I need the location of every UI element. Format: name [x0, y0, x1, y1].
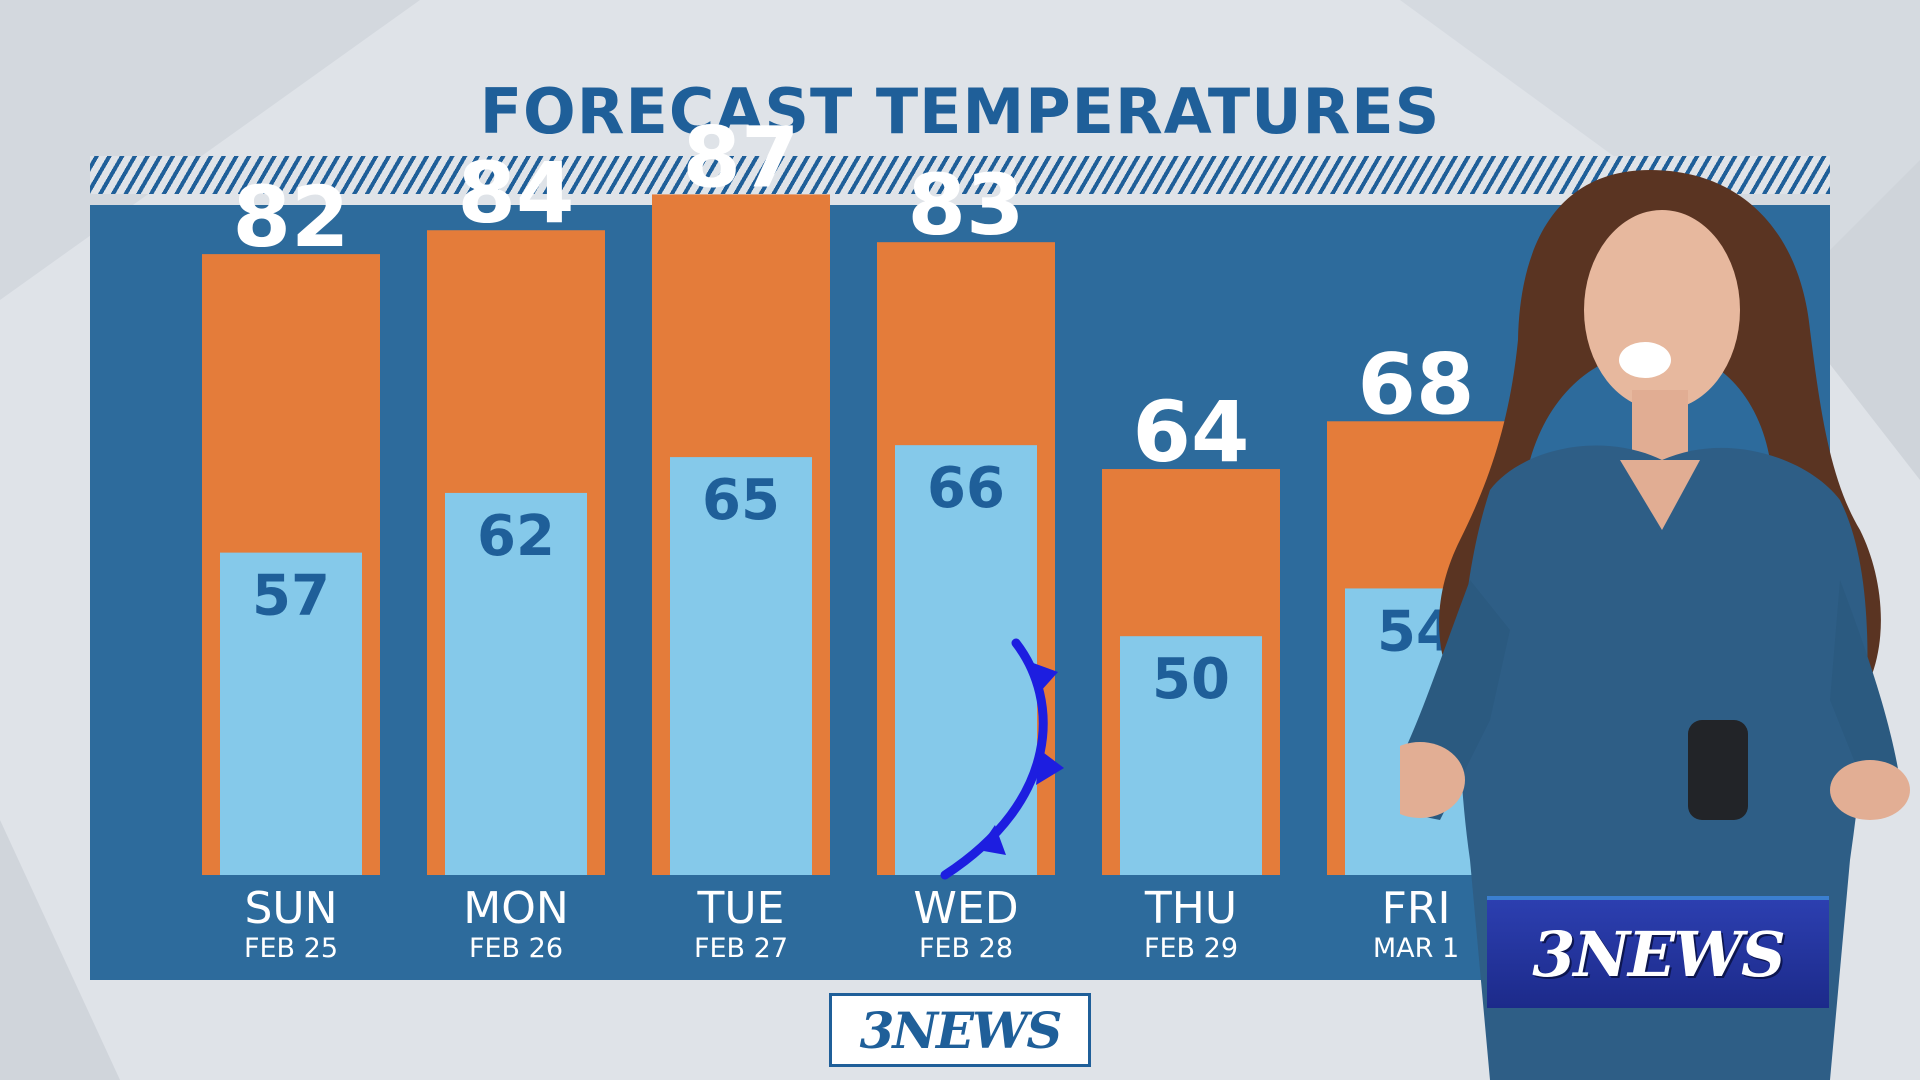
high-value-label: 84	[458, 144, 575, 242]
date-label: MAR 1	[1373, 933, 1459, 964]
day-label: TUE	[697, 883, 785, 934]
corner-news-logo: 3NEWS	[1487, 896, 1829, 1008]
date-label: FEB 26	[469, 933, 563, 964]
cold-front-triangle	[1036, 750, 1064, 785]
bottom-news-logo: 3NEWS	[829, 993, 1091, 1067]
low-value-label: 57	[252, 564, 330, 629]
chart-title: FORECAST TEMPERATURES	[479, 75, 1441, 148]
low-bar	[895, 445, 1037, 875]
high-value-label: 64	[1133, 383, 1250, 481]
day-label: THU	[1144, 883, 1237, 934]
corner-logo-text: 3NEWS	[1532, 917, 1785, 991]
day-label: FRI	[1382, 883, 1451, 934]
date-label: FEB 27	[694, 933, 788, 964]
low-bar	[445, 492, 587, 875]
day-label: MON	[463, 883, 569, 934]
high-value-label: 82	[233, 168, 350, 266]
high-value-label: 83	[908, 156, 1025, 254]
high-value-label: 68	[1358, 335, 1475, 433]
low-value-label: 50	[1152, 647, 1230, 712]
cold-front-triangle	[978, 825, 1006, 855]
low-bar	[670, 457, 812, 875]
date-label: FEB 28	[919, 933, 1013, 964]
day-label: SUN	[244, 883, 337, 934]
hatch-stripe	[90, 156, 1830, 194]
low-value-label: 62	[477, 504, 555, 569]
bottom-logo-text: 3NEWS	[859, 1000, 1063, 1060]
high-value-label: 87	[683, 108, 800, 206]
low-bar	[1120, 636, 1262, 875]
low-value-label: 66	[927, 456, 1005, 521]
day-label: WED	[913, 883, 1018, 934]
low-value-label: 65	[702, 468, 780, 533]
date-label: FEB 29	[1144, 933, 1238, 964]
date-label: FEB 25	[244, 933, 338, 964]
low-bar	[220, 552, 362, 875]
cold-front-triangle	[1025, 660, 1058, 692]
